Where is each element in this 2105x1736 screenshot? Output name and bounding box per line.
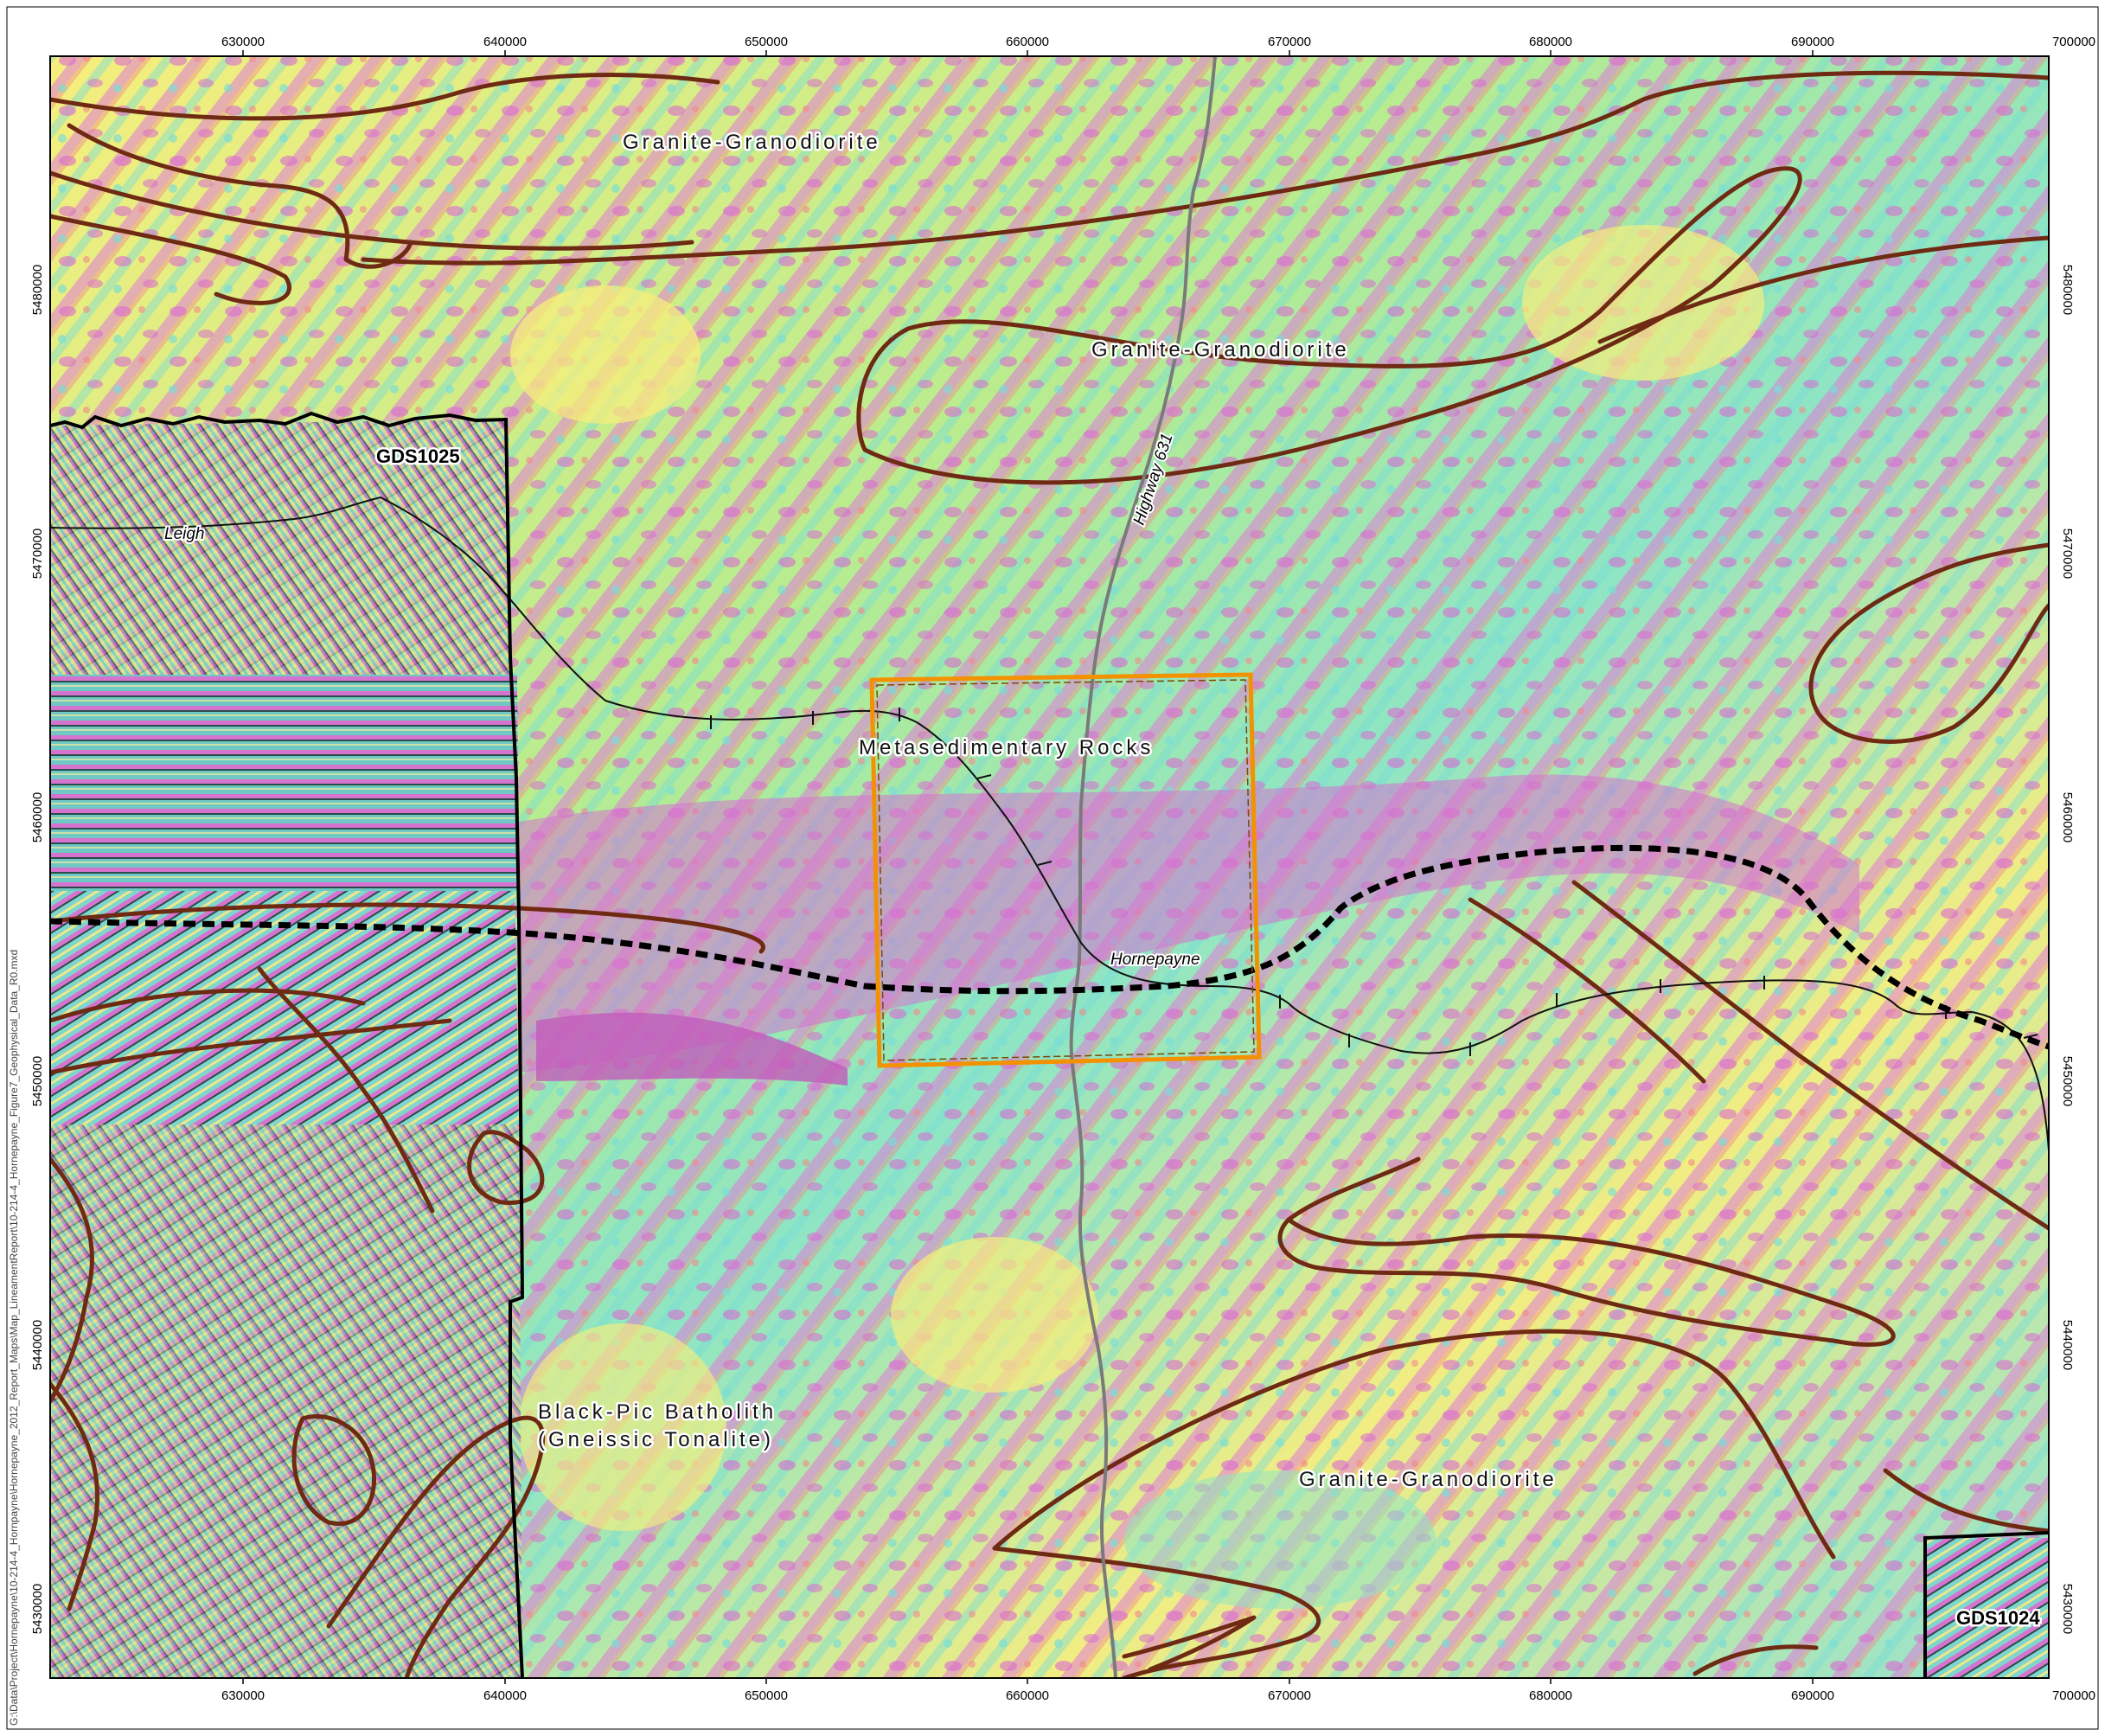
survey-grid-gds1025-central	[50, 675, 519, 891]
map-raster	[50, 56, 2049, 1678]
northing-tick-label: 5440000	[30, 1320, 45, 1370]
survey-grid-gds1024	[1925, 1538, 2049, 1678]
geology-contact	[1597, 235, 2049, 344]
gds1024-boundary	[1923, 1531, 2049, 1678]
page-border	[6, 6, 2099, 1730]
geology-contact	[50, 1018, 452, 1075]
easting-tick-label: 680000	[1529, 1688, 1572, 1703]
northing-tick-label: 5430000	[2060, 1584, 2075, 1634]
place-label-hornepayne: Hornepayne	[1110, 951, 1200, 969]
magnetic-low-patch	[1522, 225, 1764, 381]
geology-contact-granite-lens	[856, 166, 1802, 485]
geology-contact	[992, 1546, 1321, 1678]
easting-tick-label: 630000	[221, 1688, 265, 1703]
geology-contact	[1571, 880, 2049, 1231]
deformation-zone-line	[50, 844, 2049, 1050]
magnetic-high-belt-south	[536, 1012, 848, 1086]
geology-contacts	[50, 70, 2049, 1678]
northing-ticks-left: 5480000 5470000 5460000 5450000 5440000 …	[30, 265, 45, 1634]
magnetic-low-patch	[891, 1237, 1098, 1393]
survey-grid-gds1025-south	[50, 1124, 522, 1678]
northing-tick-label: 5430000	[30, 1584, 45, 1634]
geology-contact	[1883, 1468, 2049, 1534]
northing-tick-label: 5480000	[2060, 265, 2075, 315]
easting-tick-label: 650000	[745, 1688, 788, 1703]
magnetic-low-patch	[1124, 1470, 1436, 1609]
geology-contact	[50, 988, 366, 1023]
geology-contact	[326, 1415, 545, 1678]
easting-tick-label: 690000	[1791, 1688, 1834, 1703]
study-area-outline	[869, 672, 1262, 1068]
northing-tick-label: 5450000	[30, 1056, 45, 1106]
geology-contact	[50, 73, 720, 121]
easting-tick-label: 630000	[221, 35, 265, 49]
geology-contact-lens	[1277, 1217, 1896, 1347]
geology-contact-small-body	[467, 1130, 545, 1205]
northing-tick-label: 5450000	[2060, 1056, 2075, 1106]
northing-ticks-right: 5480000 5470000 5460000 5450000 5440000 …	[2060, 265, 2075, 1634]
northing-tick-label: 5460000	[2060, 792, 2075, 842]
geology-contact	[1286, 1156, 1421, 1222]
geology-contact	[257, 966, 435, 1214]
geology-contact	[50, 170, 694, 251]
survey-grid-gds1025-north	[50, 420, 510, 675]
railway-line	[50, 496, 2049, 1151]
northing-tick-label: 5470000	[30, 528, 45, 579]
easting-tick-label: 700000	[2052, 1688, 2095, 1703]
unit-label-metasedimentary: Metasedimentary Rocks	[859, 736, 1154, 759]
file-path-label: G:\Data\Project\Hornepayne\10-214-4_Horn…	[8, 950, 20, 1726]
magnetic-high-belt	[519, 774, 1859, 1073]
place-label-leigh: Leigh	[164, 525, 205, 543]
northing-tick-label: 5460000	[30, 792, 45, 842]
geology-contact	[992, 1329, 1836, 1560]
unit-label-batholith-rock: (Gneissic Tonalite)	[538, 1428, 774, 1451]
geology-contact	[1122, 1615, 1257, 1672]
geology-contact	[67, 123, 413, 269]
northing-tick-label: 5480000	[30, 265, 45, 315]
easting-tick-label: 670000	[1268, 1688, 1311, 1703]
easting-tick-label: 670000	[1268, 35, 1311, 49]
grid-label-gds1025: GDS1025	[376, 445, 460, 467]
unit-label-granite-north: Granite-Granodiorite	[623, 131, 881, 154]
gds1025-boundary	[50, 411, 525, 1678]
geology-contact	[1692, 1644, 1819, 1676]
geology-contact-small-body	[291, 1413, 377, 1526]
railway-ticks	[710, 708, 2038, 1056]
magnetic-low-patch	[510, 285, 701, 424]
geology-contact	[1468, 897, 1706, 1084]
unit-label-granite-south: Granite-Granodiorite	[1299, 1468, 1558, 1491]
geology-contact	[50, 1381, 99, 1611]
easting-tick-marks	[242, 50, 1814, 1684]
geology-contact	[50, 1156, 94, 1404]
northing-tick-label: 5440000	[2060, 1320, 2075, 1370]
easting-tick-label: 660000	[1006, 1688, 1049, 1703]
geology-contact	[50, 214, 291, 305]
unit-label-granite-northeast: Granite-Granodiorite	[1091, 338, 1350, 362]
study-area-inner-outline	[876, 679, 1255, 1061]
geology-contact	[50, 902, 765, 954]
geology-contact	[361, 70, 2049, 266]
easting-tick-label: 700000	[2052, 35, 2095, 49]
easting-tick-label: 680000	[1529, 35, 1572, 49]
northing-tick-label: 5470000	[2060, 528, 2075, 579]
easting-tick-label: 690000	[1791, 35, 1834, 49]
geology-contact-intrusion	[1808, 542, 2049, 744]
grid-label-gds1024: GDS1024	[1956, 1607, 2040, 1629]
easting-tick-label: 650000	[745, 35, 788, 49]
easting-tick-label: 640000	[483, 1688, 527, 1703]
easting-ticks-bottom: 630000 640000 650000 660000 670000 68000…	[221, 1688, 2095, 1703]
easting-tick-label: 660000	[1006, 35, 1049, 49]
unit-label-batholith: Black-Pic Batholith	[538, 1400, 777, 1424]
easting-tick-label: 640000	[483, 35, 527, 49]
highway-631	[1069, 56, 1217, 1678]
easting-ticks-top: 630000 640000 650000 660000 670000 68000…	[221, 35, 2095, 49]
map-frame	[49, 55, 2050, 1679]
magnetic-low-patch	[519, 1323, 726, 1531]
